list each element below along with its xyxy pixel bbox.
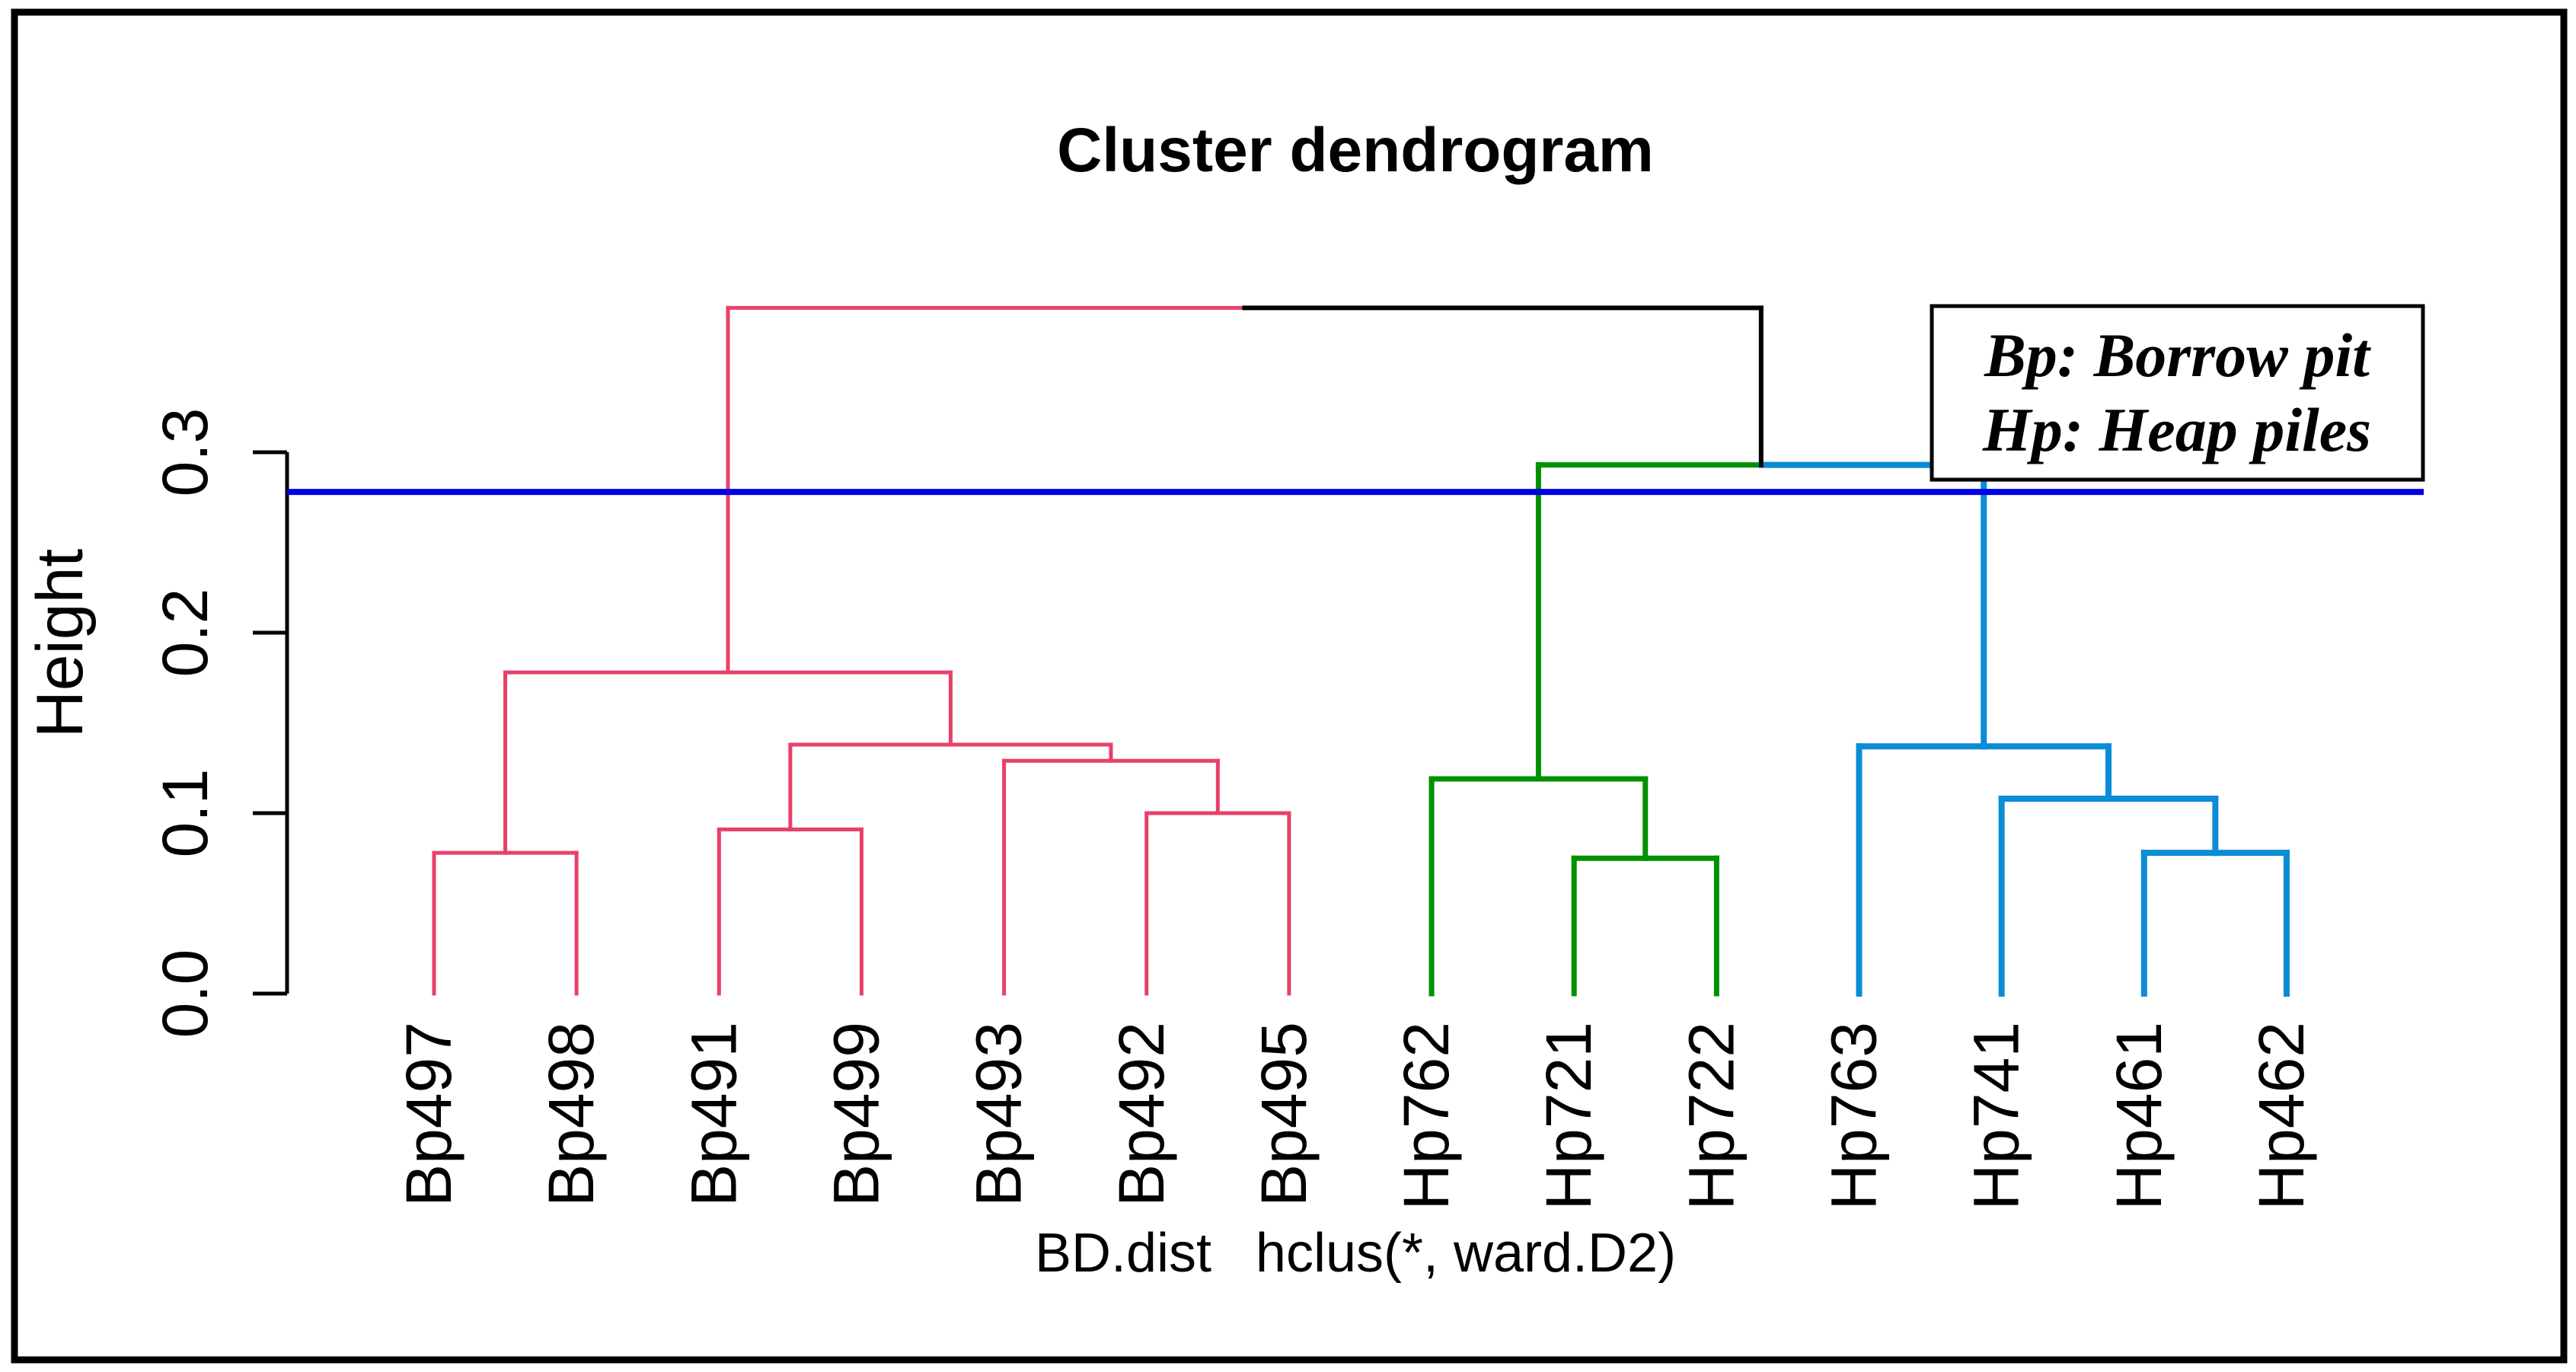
y-axis: 0.0 0.1 0.2 0.3 [149,408,289,1039]
legend-box: Bp: Borrow pit Hp: Heap piles [1930,304,2425,482]
legend-border [1930,304,2425,482]
y-axis-tick-label: 0.3 [149,408,221,497]
caption-distance: BD.dist [1035,1223,1211,1284]
leaf-label: Bp497 [393,1022,464,1207]
legend-line-bp: Bp: Borrow pit [1984,321,2371,390]
figure-border [11,8,2568,1364]
leaf-label: Bp498 [535,1022,607,1207]
y-axis-label: Height [24,549,97,739]
leaf-label: Bp499 [820,1022,892,1207]
leaf-label: Hp462 [2246,1022,2317,1211]
leaf-label: Hp722 [1675,1022,1747,1211]
leaf-label: Hp763 [1818,1022,1890,1211]
leaf-label: Bp495 [1248,1022,1320,1207]
y-axis-tick-label: 0.0 [149,949,221,1039]
leaf-label: Hp721 [1533,1022,1604,1211]
leaf-label: Hp762 [1390,1022,1462,1211]
leaf-label: Bp493 [963,1022,1035,1207]
chart-title: Cluster dendrogram [1057,116,1654,185]
leaf-label: Hp461 [2103,1022,2175,1211]
y-axis-tick-label: 0.2 [149,589,221,678]
legend-line-hp: Hp: Heap piles [1982,395,2371,464]
leaf-label: Bp491 [678,1022,749,1207]
dendrogram-links [432,305,2290,997]
leaf-labels: Bp497 Bp498 Bp491 Bp499 Bp493 Bp492 Bp495 Hp762… [393,1022,2317,1211]
caption-method: hclus(*, ward.D2) [1256,1223,1676,1284]
leaf-label: Bp492 [1106,1022,1177,1207]
y-axis-tick-label: 0.1 [149,769,221,858]
leaf-label: Hp741 [1961,1022,2032,1211]
